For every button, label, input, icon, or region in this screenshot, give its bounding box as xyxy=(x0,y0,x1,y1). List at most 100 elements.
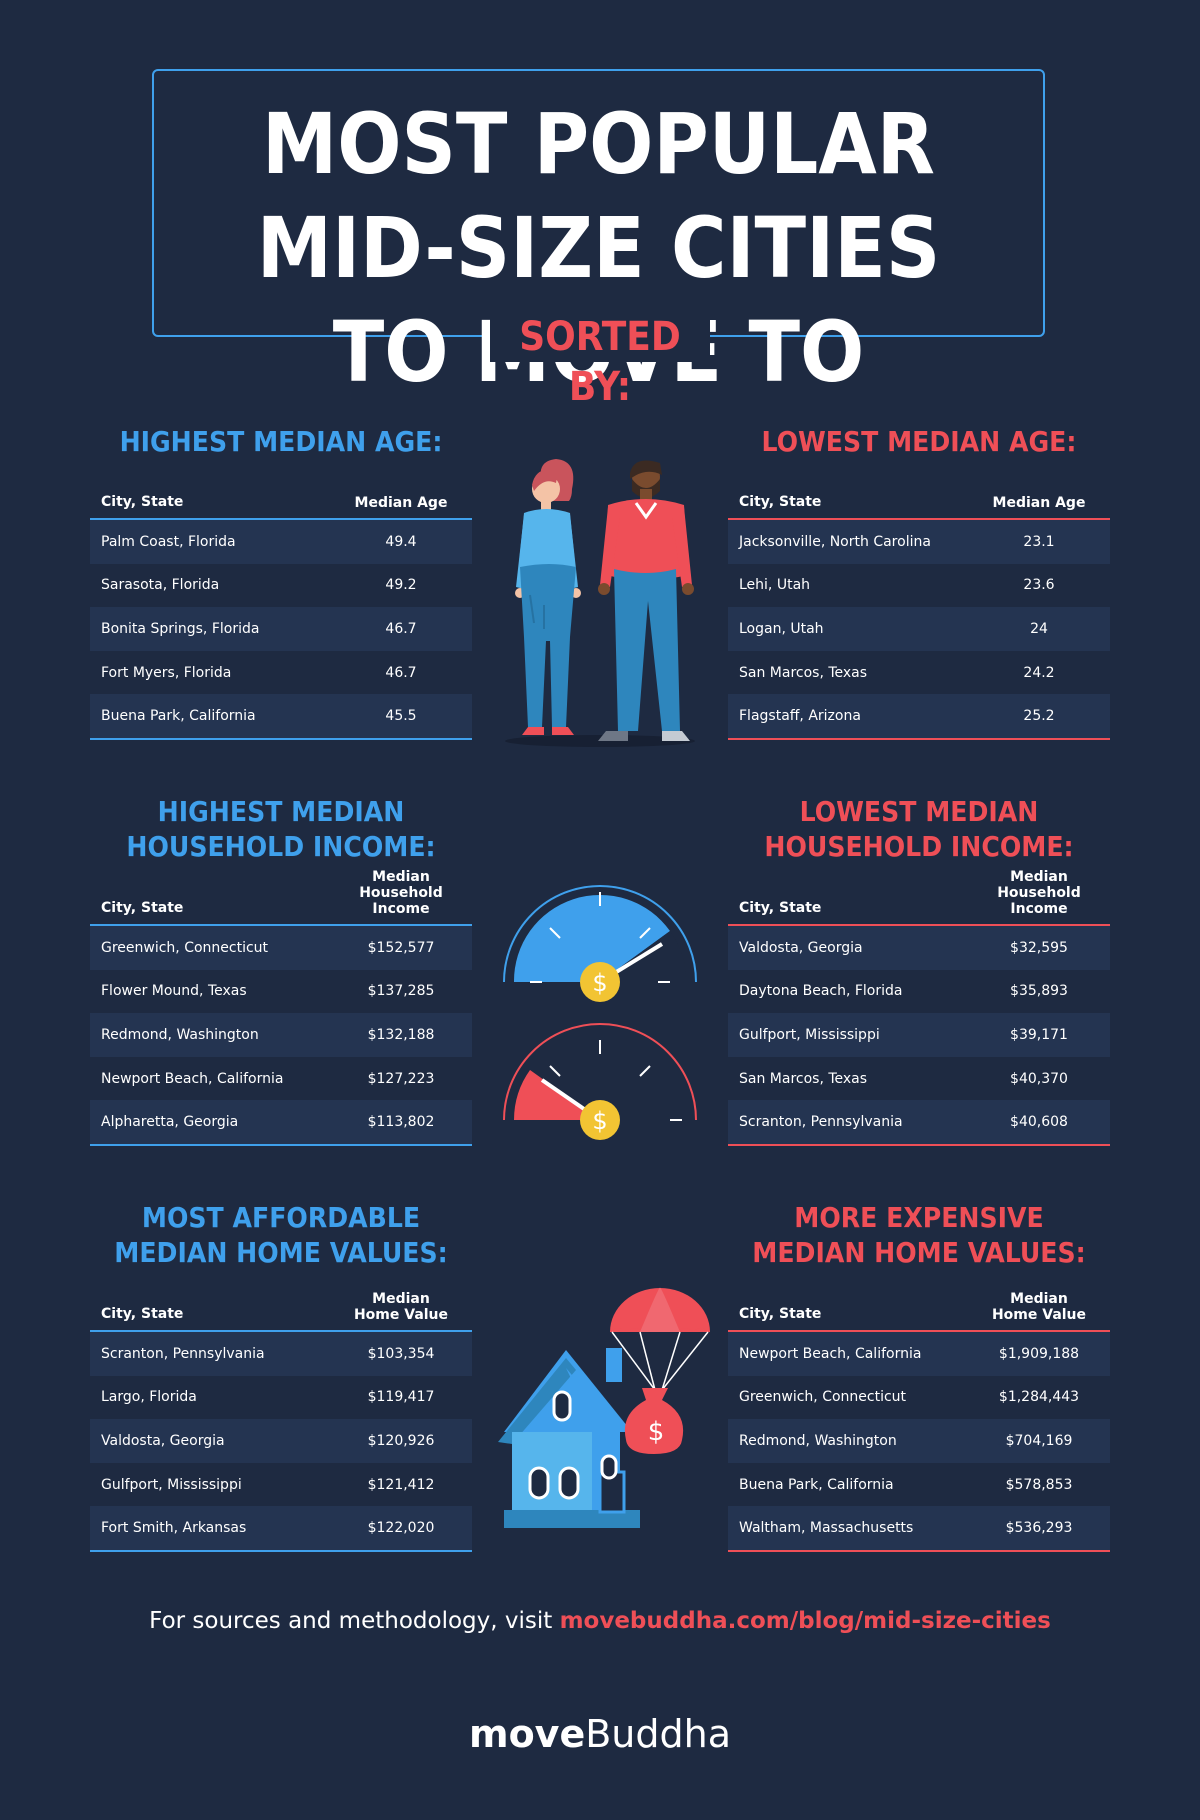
sources-text: For sources and methodology, visit xyxy=(149,1608,560,1634)
value-cell: $1,284,443 xyxy=(998,1389,1080,1406)
city-cell: Newport Beach, California xyxy=(101,1070,284,1087)
money-bag-icon: $ xyxy=(624,1388,684,1454)
sources-note: For sources and methodology, visit moveb… xyxy=(0,1608,1200,1634)
column-header-value: Median Age xyxy=(354,495,448,511)
value-cell: $578,853 xyxy=(1005,1476,1073,1493)
column-header-value: Median Age xyxy=(992,495,1086,511)
city-cell: Lehi, Utah xyxy=(739,577,811,594)
table-highest-income: City, State Median Household Income Green… xyxy=(90,869,472,1146)
table-row: Waltham, Massachusetts $536,293 xyxy=(728,1506,1110,1550)
table-row: Logan, Utah 24 xyxy=(728,607,1110,651)
city-cell: Sarasota, Florida xyxy=(101,577,220,594)
table-row: Flagstaff, Arizona 25.2 xyxy=(728,694,1110,738)
house-icon: $ xyxy=(498,1287,710,1528)
section-title-affordable-home: MOST AFFORDABLE MEDIAN HOME VALUES: xyxy=(114,1201,448,1269)
city-cell: Alpharetta, Georgia xyxy=(101,1114,239,1131)
city-cell: Scranton, Pennsylvania xyxy=(739,1114,903,1131)
gauge-icon: $ xyxy=(503,1023,697,1140)
city-cell: Bonita Springs, Florida xyxy=(101,620,260,637)
table-row: Jacksonville, North Carolina 23.1 xyxy=(728,520,1110,564)
man-figure xyxy=(598,460,694,741)
city-cell: Buena Park, California xyxy=(101,708,256,725)
value-cell: $40,608 xyxy=(1010,1114,1068,1131)
table-bottom-rule xyxy=(728,1143,1110,1146)
table-lowest-income: City, State Median Household Income Valdo… xyxy=(728,869,1110,1146)
section-title-expensive-home: MORE EXPENSIVE MEDIAN HOME VALUES: xyxy=(752,1201,1086,1269)
value-cell: $536,293 xyxy=(1005,1520,1073,1537)
city-cell: Redmond, Washington xyxy=(101,1026,259,1043)
section-title-highest-median-age: HIGHEST MEDIAN AGE: xyxy=(119,425,443,458)
value-cell: 46.7 xyxy=(385,620,417,637)
value-cell: 45.5 xyxy=(385,708,417,725)
value-cell: 49.2 xyxy=(385,577,417,594)
city-cell: Redmond, Washington xyxy=(739,1432,897,1449)
column-header-city: City, State xyxy=(739,1306,822,1322)
table-row: Gulfport, Mississippi $121,412 xyxy=(90,1463,472,1507)
city-cell: Flower Mound, Texas xyxy=(101,983,247,1000)
table-affordable-home: City, State Median Home Value Scranton, P… xyxy=(90,1288,472,1552)
table-row: Greenwich, Connecticut $1,284,443 xyxy=(728,1376,1110,1420)
table-header: City, State Median Household Income xyxy=(728,869,1110,926)
city-cell: Scranton, Pennsylvania xyxy=(101,1345,265,1362)
column-header-value: Median Home Value xyxy=(353,1291,449,1323)
value-cell: $40,370 xyxy=(1010,1070,1068,1087)
section-title-lowest-income: LOWEST MEDIAN HOUSEHOLD INCOME: xyxy=(764,795,1074,863)
brand-logo: moveBuddha xyxy=(468,1712,731,1756)
value-cell: $122,020 xyxy=(367,1520,435,1537)
value-cell: 23.6 xyxy=(1023,577,1055,594)
table-row: Redmond, Washington $704,169 xyxy=(728,1419,1110,1463)
table-row: Palm Coast, Florida 49.4 xyxy=(90,520,472,564)
city-cell: Gulfport, Mississippi xyxy=(101,1476,242,1493)
sources-link[interactable]: movebuddha.com/blog/mid-size-cities xyxy=(559,1608,1051,1634)
table-header: City, State Median Age xyxy=(90,476,472,520)
table-row: Buena Park, California 45.5 xyxy=(90,694,472,738)
city-cell: Jacksonville, North Carolina xyxy=(739,533,931,550)
section-title-lowest-median-age: LOWEST MEDIAN AGE: xyxy=(761,425,1077,458)
table-expensive-home: City, State Median Home Value Newport Bea… xyxy=(728,1288,1110,1552)
value-cell: $152,577 xyxy=(367,939,435,956)
column-header-city: City, State xyxy=(101,900,184,916)
city-cell: Daytona Beach, Florida xyxy=(739,983,903,1000)
column-header-value: Median Household Income xyxy=(359,869,443,917)
value-cell: $119,417 xyxy=(367,1389,435,1406)
table-row: Daytona Beach, Florida $35,893 xyxy=(728,970,1110,1014)
table-row: Sarasota, Florida 49.2 xyxy=(90,564,472,608)
value-cell: $132,188 xyxy=(367,1026,435,1043)
table-row: Alpharetta, Georgia $113,802 xyxy=(90,1100,472,1144)
value-cell: 24 xyxy=(1030,620,1048,637)
sorted-by-label: SORTED BY: xyxy=(490,312,710,410)
table-row: Newport Beach, California $127,223 xyxy=(90,1057,472,1101)
table-row: Fort Smith, Arkansas $122,020 xyxy=(90,1506,472,1550)
table-row: Valdosta, Georgia $120,926 xyxy=(90,1419,472,1463)
section-title-highest-income: HIGHEST MEDIAN HOUSEHOLD INCOME: xyxy=(126,795,436,863)
city-cell: San Marcos, Texas xyxy=(739,1070,868,1087)
parachute-icon xyxy=(610,1287,710,1391)
table-row: Scranton, Pennsylvania $40,608 xyxy=(728,1100,1110,1144)
value-cell: $39,171 xyxy=(1010,1026,1068,1043)
svg-text:$: $ xyxy=(648,1417,665,1447)
city-cell: Valdosta, Georgia xyxy=(739,939,863,956)
city-cell: Waltham, Massachusetts xyxy=(739,1520,914,1537)
column-header-value: Median Home Value xyxy=(991,1291,1087,1323)
table-bottom-rule xyxy=(728,1549,1110,1552)
woman-figure xyxy=(515,459,581,735)
table-bottom-rule xyxy=(728,737,1110,740)
table-row: Flower Mound, Texas $137,285 xyxy=(90,970,472,1014)
value-cell: $704,169 xyxy=(1005,1432,1073,1449)
value-cell: 46.7 xyxy=(385,664,417,681)
column-header-city: City, State xyxy=(739,494,822,510)
city-cell: San Marcos, Texas xyxy=(739,664,868,681)
table-header: City, State Median Home Value xyxy=(728,1288,1110,1332)
value-cell: $137,285 xyxy=(367,983,435,1000)
column-header-city: City, State xyxy=(739,900,822,916)
value-cell: 25.2 xyxy=(1023,708,1055,725)
people-icon xyxy=(505,459,695,747)
table-row: Newport Beach, California $1,909,188 xyxy=(728,1332,1110,1376)
table-row: Scranton, Pennsylvania $103,354 xyxy=(90,1332,472,1376)
table-header: City, State Median Home Value xyxy=(90,1288,472,1332)
value-cell: 24.2 xyxy=(1023,664,1055,681)
table-bottom-rule xyxy=(90,1549,472,1552)
table-row: Fort Myers, Florida 46.7 xyxy=(90,651,472,695)
value-cell: 49.4 xyxy=(385,533,417,550)
city-cell: Greenwich, Connecticut xyxy=(101,939,269,956)
